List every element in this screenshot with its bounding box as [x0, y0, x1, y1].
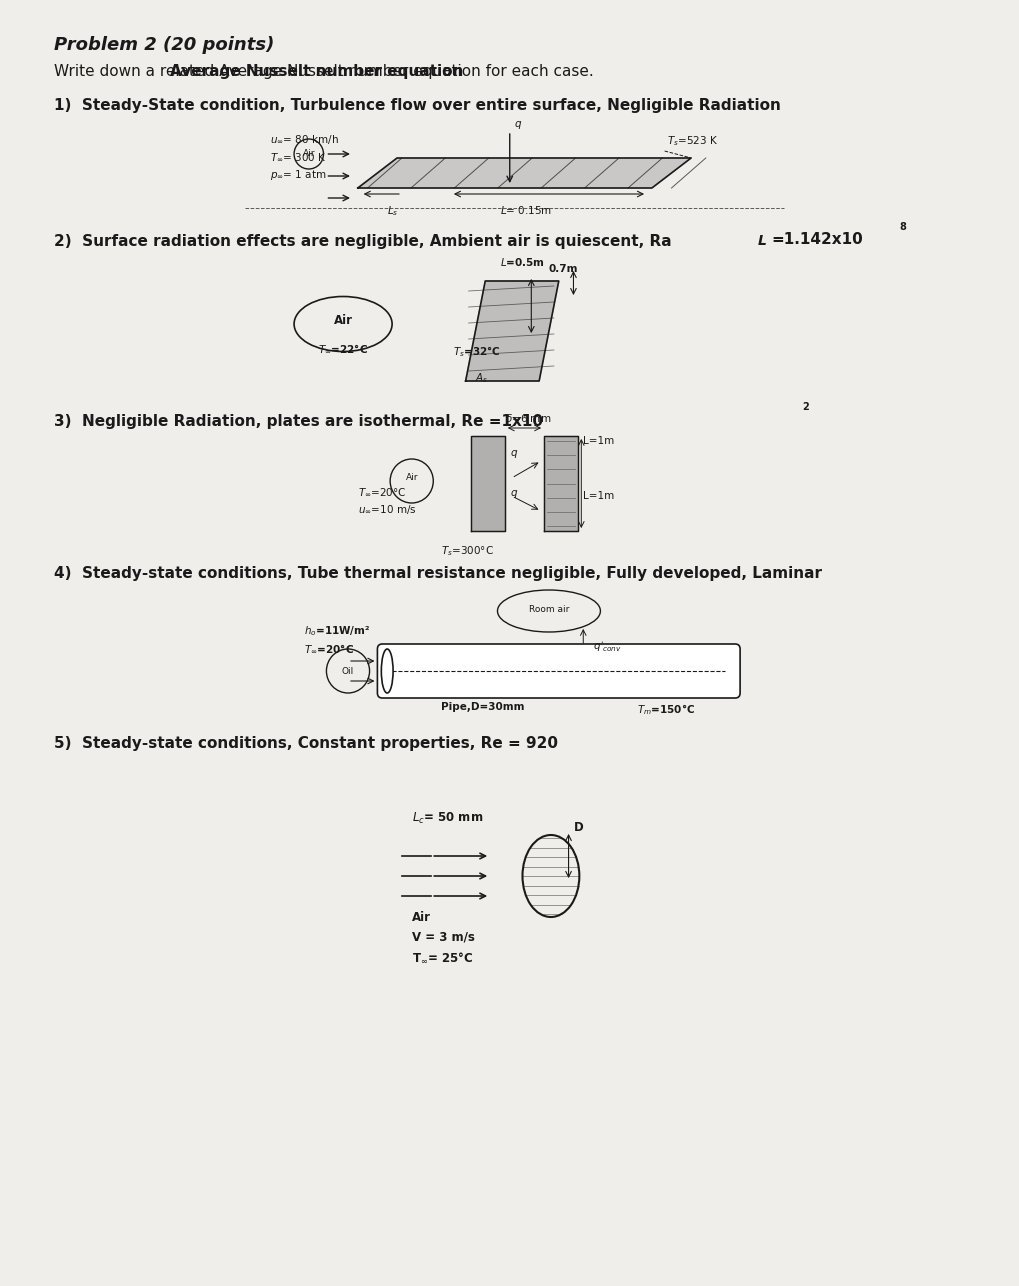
Text: $L$= 0.15m: $L$= 0.15m [499, 204, 551, 216]
Text: $p_\infty$= 1 atm: $p_\infty$= 1 atm [269, 168, 326, 183]
Text: $q'_{conv}$: $q'_{conv}$ [592, 639, 622, 655]
Bar [543, 436, 578, 531]
Text: V = 3 m/s: V = 3 m/s [412, 931, 474, 944]
Text: $u_\infty$= 80 km/h: $u_\infty$= 80 km/h [269, 134, 338, 147]
Polygon shape [465, 282, 558, 381]
Text: L=1m: L=1m [583, 436, 613, 446]
Text: $L_s$: $L_s$ [387, 204, 398, 217]
Text: $q$: $q$ [514, 120, 522, 131]
Text: $T_m$=150°C: $T_m$=150°C [637, 702, 695, 716]
Text: $q$: $q$ [510, 448, 518, 460]
Text: $L$=0.5m: $L$=0.5m [499, 256, 544, 267]
Bar [470, 436, 504, 531]
Text: D: D [573, 820, 583, 835]
Text: $T_\infty$=20°C: $T_\infty$=20°C [358, 486, 406, 498]
Text: Air: Air [303, 149, 315, 158]
Text: $h_o$=11W/m²: $h_o$=11W/m² [304, 624, 370, 638]
Text: Oil: Oil [341, 666, 354, 675]
Text: $q$: $q$ [510, 487, 518, 500]
Text: $\delta$=6 mm: $\delta$=6 mm [504, 412, 550, 424]
Text: Problem 2 (20 points): Problem 2 (20 points) [54, 36, 274, 54]
Text: Average Nusselt number equation: Average Nusselt number equation [170, 64, 463, 78]
Text: $L_c$= 50 mm: $L_c$= 50 mm [412, 811, 483, 826]
Text: $T_s$=32°C: $T_s$=32°C [452, 343, 500, 359]
Text: 8: 8 [899, 222, 906, 231]
Text: $T_s$=300°C: $T_s$=300°C [440, 544, 493, 558]
Text: Pipe,D=30mm: Pipe,D=30mm [440, 702, 524, 712]
FancyBboxPatch shape [377, 644, 740, 698]
Text: Air: Air [406, 473, 418, 482]
Text: 2)  Surface radiation effects are negligible, Ambient air is quiescent, Ra: 2) Surface radiation effects are negligi… [54, 234, 671, 249]
Text: $T_\infty$= 300 K: $T_\infty$= 300 K [269, 150, 326, 163]
Text: Write down a related Average Nusselt number equation for each case.: Write down a related Average Nusselt num… [54, 64, 593, 78]
Text: $T_\infty$=22°C: $T_\infty$=22°C [318, 342, 368, 355]
Ellipse shape [381, 649, 392, 693]
Text: $T_s$=523 K: $T_s$=523 K [666, 134, 717, 148]
Text: 4)  Steady-state conditions, Tube thermal resistance negligible, Fully developed: 4) Steady-state conditions, Tube thermal… [54, 566, 821, 581]
Text: Air: Air [333, 315, 353, 328]
Text: =1.142x10: =1.142x10 [770, 231, 862, 247]
Text: 2: 2 [801, 403, 808, 412]
Text: 5)  Steady-state conditions, Constant properties, Re = 920: 5) Steady-state conditions, Constant pro… [54, 736, 557, 751]
Text: $u_\infty$=10 m/s: $u_\infty$=10 m/s [358, 504, 416, 516]
Text: $T_\infty$=20°C: $T_\infty$=20°C [304, 642, 354, 655]
Text: L=1m: L=1m [583, 491, 613, 502]
Text: 3)  Negligible Radiation, plates are isothermal, Re =1x10: 3) Negligible Radiation, plates are isot… [54, 414, 542, 430]
Text: Air: Air [412, 910, 430, 925]
Text: Room air: Room air [528, 606, 569, 615]
Polygon shape [358, 158, 691, 188]
Text: 0.7m: 0.7m [548, 264, 578, 274]
Text: $A_s$: $A_s$ [475, 370, 488, 385]
Text: T$_\infty$= 25°C: T$_\infty$= 25°C [412, 952, 473, 964]
Text: 1)  Steady-State condition, Turbulence flow over entire surface, Negligible Radi: 1) Steady-State condition, Turbulence fl… [54, 98, 780, 113]
Text: L: L [757, 234, 766, 248]
